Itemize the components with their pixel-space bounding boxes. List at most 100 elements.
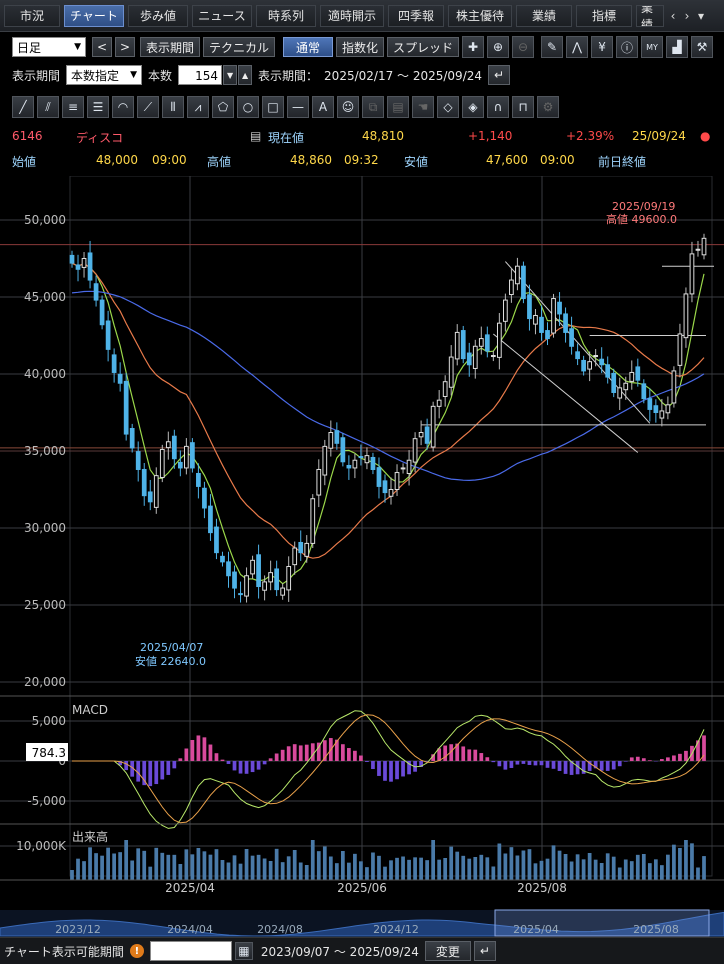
area-chart-icon[interactable]: ▟ — [666, 36, 689, 58]
tab-shikiho[interactable]: 四季報 — [388, 4, 444, 27]
text-icon[interactable]: A — [312, 96, 334, 118]
tab-earnings[interactable]: 業績 — [516, 4, 572, 27]
return-icon[interactable]: ↵ — [488, 65, 511, 85]
candle-body — [653, 405, 659, 413]
tab-scroll-right-icon[interactable]: › — [684, 8, 690, 23]
macd-histogram-bar — [473, 749, 478, 761]
date-axis: 2025/04 2025/06 2025/08 — [0, 879, 724, 895]
yen-icon[interactable]: ¥ — [591, 36, 614, 58]
calendar-icon[interactable]: ▦ — [234, 942, 253, 960]
count-input[interactable]: 154 — [178, 65, 223, 85]
return-icon[interactable]: ↵ — [473, 941, 496, 961]
list-icon[interactable]: ▤ — [250, 129, 262, 143]
stock-chart[interactable]: 50,000 45,000 40,000 35,000 30,000 25,000 20,0… — [0, 176, 724, 937]
count-up-icon[interactable]: ▲ — [238, 65, 253, 85]
warning-icon[interactable]: ! — [129, 944, 144, 958]
lock-icon[interactable]: ⊓ — [512, 96, 534, 118]
macd-histogram-bar — [605, 761, 610, 771]
change-button[interactable]: 変更 — [424, 941, 471, 961]
tab-chart[interactable]: チャート — [64, 4, 124, 27]
fibonacci-icon[interactable]: ☰ — [87, 96, 109, 118]
eraser-icon[interactable]: ◇ — [437, 96, 459, 118]
hline-icon[interactable]: — — [287, 96, 309, 118]
stock-code: 6146 — [12, 129, 43, 143]
wrench-icon[interactable]: ⚒ — [691, 36, 714, 58]
vertical-lines-icon[interactable]: ⦀ — [162, 96, 184, 118]
candle-body — [581, 359, 586, 372]
display-period-button[interactable]: 表示期間 — [140, 37, 201, 57]
zoom-in-icon[interactable]: ⊕ — [487, 36, 510, 58]
rectangle-icon[interactable]: □ — [262, 96, 284, 118]
settings-icon[interactable]: ⚙ — [537, 96, 559, 118]
volume-bar — [527, 849, 532, 880]
volume-bar — [455, 851, 460, 880]
candle-body — [316, 468, 322, 496]
tab-timeseries[interactable]: 時系列 — [256, 4, 316, 27]
ma-long-line — [71, 290, 705, 482]
arc-icon[interactable]: ◠ — [112, 96, 134, 118]
macd-histogram-bar — [425, 761, 429, 762]
volume-bar — [298, 862, 303, 880]
volume-bar — [437, 859, 442, 880]
channel-icon[interactable]: ⫽ — [37, 96, 59, 118]
tab-news[interactable]: ニュース — [192, 4, 252, 27]
date-input[interactable] — [149, 941, 232, 961]
tab-yutai[interactable]: 株主優待 — [448, 4, 512, 27]
tab-list-icon[interactable]: ▾ — [697, 8, 705, 23]
technical-button[interactable]: テクニカル — [203, 37, 276, 57]
next-button[interactable]: > — [115, 37, 135, 57]
macd-histogram-bar — [268, 758, 273, 761]
volume-bar — [497, 843, 502, 880]
prev-button[interactable]: < — [92, 37, 112, 57]
tab-indicators[interactable]: 指標 — [576, 4, 632, 27]
zoom-out-icon[interactable]: ⊖ — [512, 36, 535, 58]
macd-histogram-bar — [353, 750, 357, 761]
index-button[interactable]: 指数化 — [336, 37, 385, 57]
period-mode-select[interactable]: 本数指定 ▼ — [66, 65, 143, 85]
macd-histogram-bar — [431, 754, 436, 761]
trendline-icon[interactable]: ╱ — [12, 96, 34, 118]
volume-bar — [599, 863, 604, 880]
move-icon[interactable]: ☚ — [412, 96, 434, 118]
gann-fan-icon[interactable]: ⩘ — [187, 96, 209, 118]
candle-body — [665, 404, 671, 414]
tab-earnings-2[interactable]: 業績 — [636, 4, 664, 27]
tab-tick[interactable]: 歩み値 — [128, 4, 188, 27]
overview-tick-label: 2024/08 — [257, 923, 303, 936]
crosshair-icon[interactable]: ✚ — [462, 36, 485, 58]
candle-body — [159, 448, 165, 478]
circle-icon[interactable]: ○ — [237, 96, 259, 118]
macd-histogram-bar — [660, 759, 664, 761]
period-select[interactable]: 日足 ▼ — [12, 37, 86, 57]
info-icon[interactable]: ⓘ — [616, 36, 639, 58]
stamp-icon[interactable]: ☺ — [337, 96, 359, 118]
fan-icon[interactable]: ⟋ — [137, 96, 159, 118]
tab-market[interactable]: 市況 — [4, 4, 60, 27]
candle-body — [292, 547, 298, 566]
candle-body — [388, 489, 394, 497]
spread-button[interactable]: スプレッド — [387, 37, 460, 57]
candle-body — [105, 320, 111, 350]
pen-icon[interactable]: ✎ — [541, 36, 564, 58]
copy-icon[interactable]: ⧉ — [362, 96, 384, 118]
pentagon-icon[interactable]: ⬠ — [212, 96, 234, 118]
date-tick-label: 2025/08 — [517, 881, 567, 895]
candle-body — [490, 355, 496, 358]
count-down-icon[interactable]: ▼ — [223, 65, 238, 85]
macd-histogram-bar — [515, 761, 520, 765]
macd-histogram-bar — [581, 761, 586, 774]
paste-icon[interactable]: ▤ — [387, 96, 409, 118]
horizontal-lines-icon[interactable]: ≡ — [62, 96, 84, 118]
candle-body — [87, 252, 93, 281]
tab-disclosure[interactable]: 適時開示 — [320, 4, 384, 27]
macd-histogram-bar — [563, 761, 568, 774]
candle-body — [659, 410, 665, 419]
eraser-all-icon[interactable]: ◈ — [462, 96, 484, 118]
chart-mark-icon[interactable]: ⋀ — [566, 36, 589, 58]
tab-scroll-left-icon[interactable]: ‹ — [670, 8, 676, 23]
my-chart-icon[interactable]: MY — [641, 36, 664, 58]
magnet-icon[interactable]: ∩ — [487, 96, 509, 118]
normal-button[interactable]: 通常 — [283, 37, 334, 57]
volume-bar — [479, 854, 484, 880]
volume-bar — [286, 856, 291, 880]
